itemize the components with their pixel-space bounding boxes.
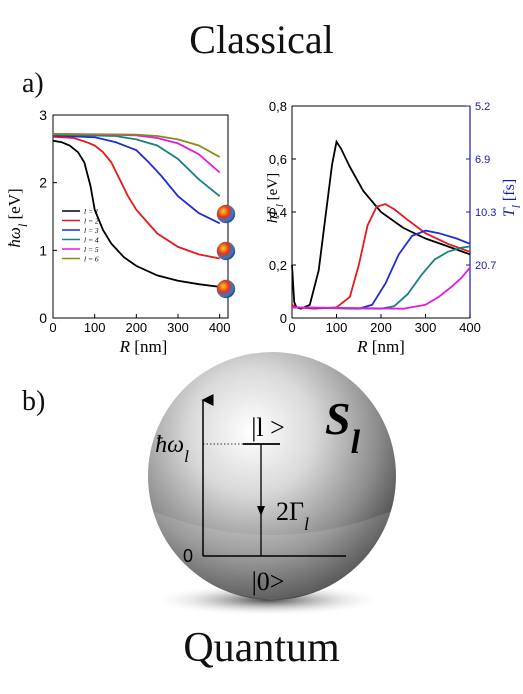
left-series-line [52,133,221,197]
right-series-line [291,229,471,310]
right-x-tick-label: 400 [459,320,481,335]
sphere-reflection [150,510,394,600]
mode-sphere-icon [216,204,236,224]
legend-label: l = 2 [84,217,99,226]
left-series-line [52,139,220,288]
legend-label: l = 4 [84,236,99,245]
upper-level-label: |l > [251,413,285,442]
panel-label-b: b) [22,386,46,417]
right-y-tick-label: 0,6 [269,152,287,167]
zero-label: 0 [183,546,193,566]
left-x-axis-label: R [nm] [119,337,168,356]
right-y-tick-label: 0,8 [269,99,287,114]
legend-label: l = 3 [84,226,99,235]
left-series-line [52,134,221,225]
legend-label: l = 1 [84,207,99,216]
lower-level-label: |0> [252,567,285,596]
panel-label-a: a) [22,68,44,99]
right-y-tick-label: 0 [280,311,287,326]
right-y-tick-label: 0,2 [269,258,287,273]
left-y-tick-label: 3 [39,107,47,123]
left-x-tick-label: 200 [125,320,147,335]
left-y-axis-label: ħωl [eV] [5,188,30,247]
energy-label: ħωl [155,432,189,466]
sphere-shadow [150,584,386,616]
title-classical: Classical [189,17,334,62]
right-y2-tick-label: 5.2 [475,101,490,113]
right-series-line [291,139,471,310]
left-y-tick-label: 0 [39,310,47,326]
right-y2-axis-label: Tl [fs] [501,179,523,217]
mode-sphere-icon [216,279,236,299]
left-y-tick-label: 1 [39,242,47,258]
right-y2-tick-label: 20.7 [475,260,496,272]
left-plot-frame [52,114,229,319]
right-y-tick-label: 0,4 [269,205,287,220]
right-x-tick-label: 0 [288,320,295,335]
legend-label: l = 6 [84,255,99,264]
right-y2-tick-label: 6.9 [475,154,490,166]
left-x-tick-label: 100 [84,320,106,335]
mode-sphere-icon [216,241,236,261]
right-x-tick-label: 100 [326,320,348,335]
symbol-label: Sl [325,393,361,461]
decay-arrow-icon [257,506,265,516]
left-x-tick-label: 400 [209,320,231,335]
left-series-line [52,135,220,260]
sphere [148,352,396,600]
left-series-line [52,133,221,158]
left-x-tick-label: 300 [167,320,189,335]
right-x-tick-label: 200 [370,320,392,335]
title-quantum: Quantum [183,625,340,671]
left-x-tick-label: 0 [49,320,56,335]
right-series-line [291,245,471,310]
legend-label: l = 5 [84,245,99,254]
decay-rate-label: 2Γl [276,497,309,534]
right-y-axis-label: hΓl [eV] [265,173,286,223]
right-series-line [291,267,471,310]
left-y-tick-label: 2 [39,175,47,191]
right-x-tick-label: 300 [415,320,437,335]
right-y2-tick-label: 10.3 [475,207,496,219]
right-x-axis-label: R [nm] [356,337,405,356]
